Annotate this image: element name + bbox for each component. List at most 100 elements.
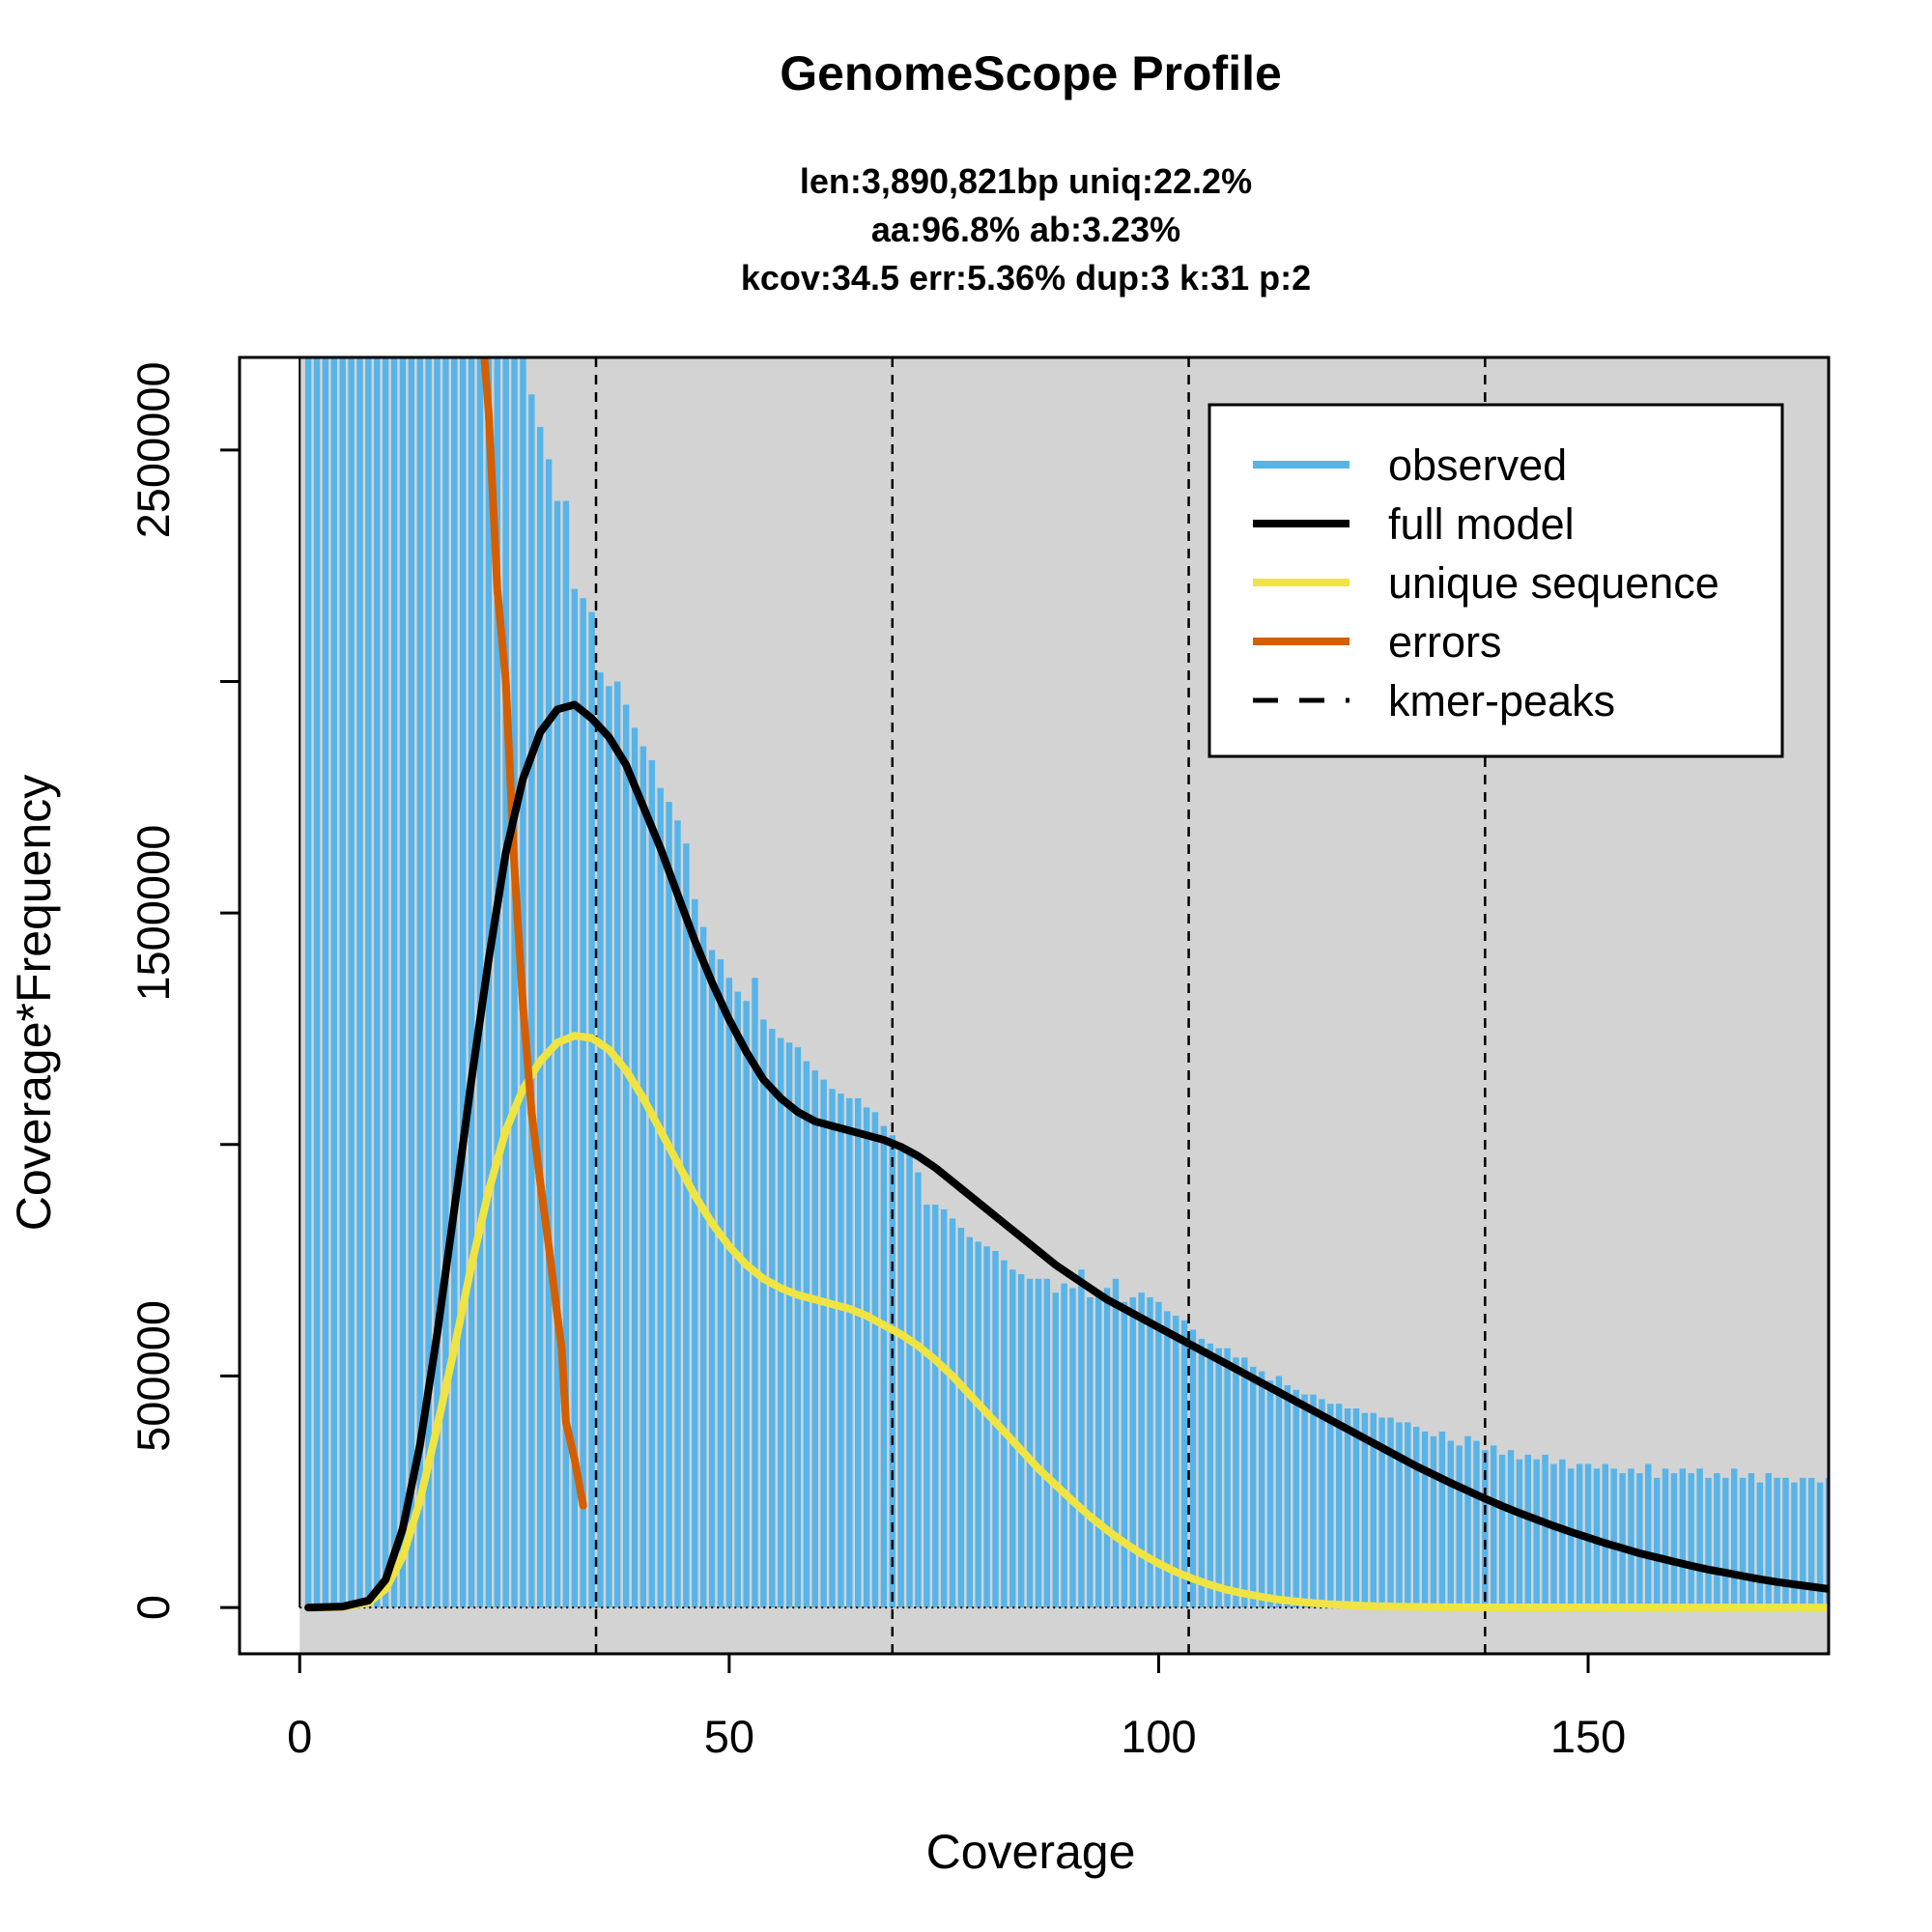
observed-bar <box>459 357 467 1608</box>
observed-bar <box>777 1037 784 1608</box>
observed-bar <box>752 978 758 1608</box>
observed-bar <box>442 357 449 1608</box>
x-axis-label: Coverage <box>926 1825 1136 1879</box>
y-tick-label: 2500000 <box>128 361 179 538</box>
chart-subtitle-line-1: len:3,890,821bp uniq:22.2% <box>800 161 1252 201</box>
observed-bar <box>614 681 621 1608</box>
observed-bar <box>769 1028 776 1608</box>
observed-bar <box>923 1205 930 1608</box>
x-tick-label: 100 <box>1121 1711 1196 1762</box>
observed-bar <box>1636 1473 1643 1608</box>
observed-bar <box>871 1112 879 1608</box>
observed-bar <box>1714 1473 1720 1608</box>
observed-bar <box>425 357 432 1608</box>
observed-bar <box>1800 1477 1806 1608</box>
observed-bar <box>1843 1483 1849 1607</box>
observed-bar <box>1756 1482 1764 1608</box>
legend-label: errors <box>1388 617 1502 667</box>
observed-bar <box>1266 1380 1274 1608</box>
observed-bar <box>416 357 423 1608</box>
observed-bar <box>1662 1468 1669 1608</box>
observed-bar <box>502 357 509 1608</box>
observed-bar <box>1147 1296 1153 1608</box>
observed-bar <box>1164 1311 1171 1608</box>
observed-bar <box>1258 1371 1265 1608</box>
observed-bar <box>322 357 329 1608</box>
y-tick-label: 500000 <box>128 1300 179 1452</box>
observed-bar <box>1327 1404 1334 1608</box>
observed-bar <box>399 357 407 1608</box>
observed-bar <box>1335 1404 1343 1608</box>
observed-bar <box>1370 1412 1377 1608</box>
observed-bar <box>897 1144 904 1608</box>
observed-bar <box>1653 1477 1661 1608</box>
observed-bar <box>1233 1357 1239 1608</box>
observed-bar <box>708 950 716 1608</box>
observed-bar <box>1507 1450 1515 1608</box>
observed-bar <box>1405 1422 1411 1608</box>
observed-bar <box>949 1218 956 1608</box>
observed-bar <box>1412 1427 1420 1608</box>
observed-bar <box>1112 1278 1120 1608</box>
observed-bar <box>1155 1301 1162 1608</box>
observed-bar <box>1559 1459 1566 1608</box>
observed-bar <box>1052 1293 1059 1608</box>
observed-bar <box>657 787 664 1608</box>
y-tick-label: 1500000 <box>128 825 179 1002</box>
observed-bar <box>1516 1459 1523 1608</box>
observed-bar <box>1782 1477 1789 1608</box>
observed-bar <box>1284 1385 1292 1608</box>
observed-bar <box>468 357 475 1608</box>
observed-bar <box>983 1246 990 1608</box>
observed-bar <box>734 991 741 1608</box>
observed-bar <box>855 1097 862 1608</box>
observed-bar <box>1447 1440 1454 1608</box>
observed-bar <box>1645 1463 1652 1608</box>
observed-bar <box>1670 1473 1678 1608</box>
observed-bar <box>1087 1296 1094 1608</box>
observed-bar <box>1825 1477 1829 1608</box>
x-tick-label: 0 <box>287 1711 312 1762</box>
observed-bar <box>1688 1473 1694 1608</box>
observed-bar <box>1069 1288 1076 1608</box>
observed-bar <box>1352 1407 1360 1608</box>
y-tick-label: 0 <box>128 1595 179 1620</box>
observed-bar <box>1808 1477 1815 1608</box>
observed-bar <box>1619 1473 1626 1608</box>
observed-bar <box>1173 1316 1179 1608</box>
observed-bar <box>588 611 595 1608</box>
legend-label: observed <box>1388 440 1567 490</box>
observed-bar <box>811 1070 818 1608</box>
chart-subtitle-line-3: kcov:34.5 err:5.36% dup:3 k:31 p:2 <box>741 258 1311 298</box>
observed-bar <box>1628 1468 1634 1608</box>
observed-bar <box>1679 1468 1687 1608</box>
observed-bar <box>1834 1478 1840 1607</box>
observed-bar <box>1224 1348 1231 1608</box>
observed-bar <box>803 1061 810 1608</box>
observed-bar <box>940 1208 948 1608</box>
observed-bar <box>1550 1463 1557 1608</box>
observed-bar <box>606 686 612 1608</box>
observed-bar <box>1310 1394 1317 1608</box>
observed-bar <box>451 357 458 1608</box>
observed-bar <box>313 357 321 1608</box>
observed-bar <box>1491 1445 1497 1608</box>
observed-bar <box>1722 1477 1729 1608</box>
y-axis-label: Coverage*Frequency <box>7 775 61 1232</box>
observed-bar <box>957 1228 965 1608</box>
observed-bar <box>1430 1435 1437 1608</box>
observed-bar <box>1241 1357 1248 1608</box>
observed-bar <box>1542 1454 1548 1608</box>
observed-bar <box>545 459 553 1608</box>
plot-frame <box>238 355 1831 1656</box>
observed-bar <box>1198 1339 1206 1608</box>
observed-bar <box>356 357 363 1608</box>
legend-label: kmer-peaks <box>1388 676 1615 725</box>
observed-bar <box>932 1205 939 1608</box>
series-line-errors <box>480 357 587 1510</box>
observed-bar <box>975 1241 981 1608</box>
observed-bar <box>622 704 630 1608</box>
observed-bar <box>1129 1296 1136 1608</box>
observed-bar <box>1610 1468 1617 1608</box>
